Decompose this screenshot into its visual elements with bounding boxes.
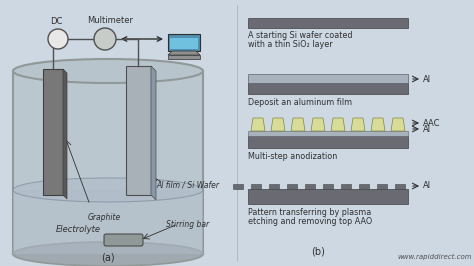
Polygon shape <box>248 74 408 83</box>
Text: Graphite: Graphite <box>88 213 121 222</box>
Text: Al: Al <box>423 74 431 84</box>
FancyBboxPatch shape <box>104 234 143 246</box>
Polygon shape <box>13 71 203 254</box>
Circle shape <box>94 28 116 50</box>
Polygon shape <box>248 189 408 204</box>
Text: Al: Al <box>423 181 431 190</box>
Polygon shape <box>359 184 369 189</box>
Polygon shape <box>323 184 333 189</box>
Polygon shape <box>391 118 405 131</box>
Text: Deposit an aluminum film: Deposit an aluminum film <box>248 98 352 107</box>
Polygon shape <box>248 136 408 148</box>
Text: DC: DC <box>50 17 62 26</box>
Text: (b): (b) <box>311 246 325 256</box>
Polygon shape <box>233 184 243 189</box>
Polygon shape <box>248 131 408 136</box>
Ellipse shape <box>13 242 203 266</box>
Text: etching and removing top AAO: etching and removing top AAO <box>248 217 372 226</box>
Text: (a): (a) <box>101 252 115 262</box>
Polygon shape <box>271 118 285 131</box>
Polygon shape <box>248 18 408 28</box>
Ellipse shape <box>13 59 203 83</box>
Polygon shape <box>377 184 387 189</box>
Polygon shape <box>43 69 63 195</box>
Text: Al: Al <box>423 124 431 134</box>
Text: Stirring bar: Stirring bar <box>166 220 209 229</box>
Polygon shape <box>341 184 351 189</box>
Ellipse shape <box>13 178 203 202</box>
FancyBboxPatch shape <box>168 34 200 51</box>
Polygon shape <box>63 69 67 199</box>
Polygon shape <box>351 118 365 131</box>
Text: Pattern transferring by plasma: Pattern transferring by plasma <box>248 208 371 217</box>
FancyBboxPatch shape <box>170 38 198 49</box>
Text: Electrolyte: Electrolyte <box>55 225 100 234</box>
Polygon shape <box>311 118 325 131</box>
Text: A: A <box>100 34 109 44</box>
Polygon shape <box>291 118 305 131</box>
Polygon shape <box>151 66 156 200</box>
Text: +: + <box>57 34 65 44</box>
Polygon shape <box>371 118 385 131</box>
Text: www.rapiddirect.com: www.rapiddirect.com <box>397 254 472 260</box>
Text: Multimeter: Multimeter <box>87 16 133 25</box>
Polygon shape <box>126 66 151 195</box>
Text: –: – <box>52 34 58 44</box>
Text: Multi-step anodization: Multi-step anodization <box>248 152 337 161</box>
Polygon shape <box>269 184 279 189</box>
Text: A starting Si wafer coated: A starting Si wafer coated <box>248 31 353 40</box>
Polygon shape <box>395 184 405 189</box>
Polygon shape <box>287 184 297 189</box>
Polygon shape <box>305 184 315 189</box>
Text: with a thin SiO₂ layer: with a thin SiO₂ layer <box>248 40 333 49</box>
Polygon shape <box>251 118 265 131</box>
Polygon shape <box>13 190 203 254</box>
Circle shape <box>48 29 68 49</box>
Polygon shape <box>331 118 345 131</box>
Polygon shape <box>248 83 408 94</box>
Text: Al film / Si Wafer: Al film / Si Wafer <box>156 180 219 189</box>
Text: AAC: AAC <box>423 118 440 127</box>
Polygon shape <box>168 51 200 55</box>
Polygon shape <box>168 55 200 59</box>
Polygon shape <box>251 184 261 189</box>
